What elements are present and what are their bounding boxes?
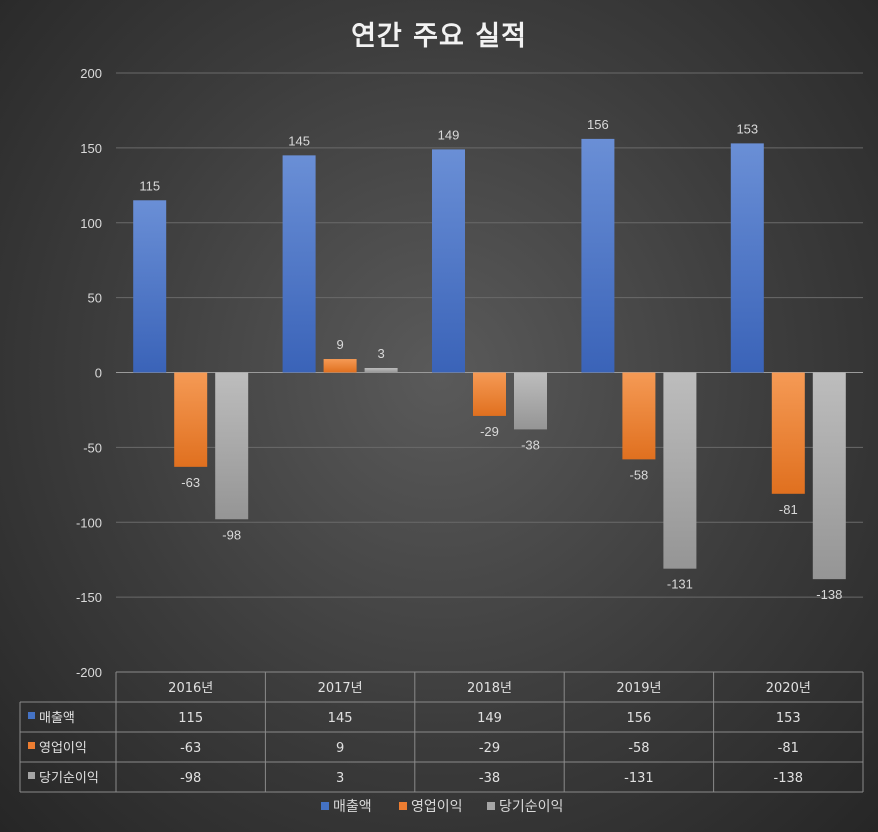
legend-label-0: 매출액 (333, 799, 372, 815)
table-series-name-0: 매출액 (39, 711, 75, 726)
bar-1-2 (473, 372, 506, 416)
y-tick-label-2: 100 (80, 216, 102, 231)
bar-2-0 (215, 372, 249, 520)
bar-0-0 (133, 200, 167, 373)
chart-title: 연간 주요 실적 (351, 21, 527, 52)
bar-1-3 (622, 372, 656, 460)
table-header-4: 2020년 (766, 681, 811, 696)
data-label-1-4: -81 (779, 502, 798, 517)
data-labels: 115 -63 -98 145 9 3 149 -29 -38 156 -58 -131 153 -81 -… (139, 117, 842, 602)
table-header-0: 2016년 (168, 681, 213, 696)
table-cell-0-1: 145 (328, 711, 353, 726)
data-label-1-2: -29 (480, 424, 499, 439)
table-key-1 (28, 742, 35, 749)
gridlines (116, 72, 863, 598)
table-cell-2-1: 3 (336, 771, 344, 786)
table-cell-0-4: 153 (776, 711, 801, 726)
table-key-0 (28, 712, 35, 719)
y-tick-label-8: -200 (76, 665, 102, 680)
y-tick-label-1: 150 (80, 141, 102, 156)
data-label-0-4: 153 (736, 121, 758, 136)
table-series-name-1: 영업이익 (39, 741, 87, 756)
table-cell-0-3: 156 (626, 711, 651, 726)
data-label-2-2: -38 (521, 437, 540, 452)
legend-key-0 (321, 802, 329, 810)
data-label-0-2: 149 (438, 127, 460, 142)
bar-0-3 (581, 138, 615, 373)
y-tick-label-3: 50 (88, 291, 102, 306)
data-label-1-0: -63 (181, 475, 200, 490)
data-label-2-1: 3 (377, 346, 384, 361)
table-header-1: 2017년 (318, 681, 363, 696)
table-cell-0-2: 149 (477, 711, 502, 726)
y-axis: 200 150 100 50 0 -50 -100 -150 -200 (76, 66, 102, 680)
table-cell-1-4: -81 (778, 741, 799, 756)
legend: 매출액 영업이익 당기순이익 (321, 799, 563, 815)
bar-0-2 (432, 149, 465, 373)
bar-2-4 (812, 372, 846, 580)
table-header-3: 2019년 (616, 681, 661, 696)
data-label-1-1: 9 (336, 337, 343, 352)
bar-1-1 (323, 359, 357, 373)
bar-1-0 (174, 372, 208, 467)
table-cell-1-1: 9 (336, 741, 344, 756)
data-label-2-3: -131 (667, 577, 693, 592)
table-cell-2-3: -131 (624, 771, 654, 786)
table-cell-0-0: 115 (178, 711, 203, 726)
y-tick-label-0: 200 (80, 66, 102, 81)
y-tick-label-6: -100 (76, 515, 102, 530)
table-series-name-2: 당기순이익 (39, 771, 99, 786)
table-cell-1-3: -58 (628, 741, 649, 756)
legend-key-1 (399, 802, 407, 810)
data-label-2-0: -98 (222, 527, 241, 542)
legend-label-1: 영업이익 (411, 799, 463, 815)
legend-key-2 (487, 802, 495, 810)
bar-2-1 (364, 368, 398, 373)
table-key-2 (28, 772, 35, 779)
data-label-2-4: -138 (816, 587, 842, 602)
bar-1-4 (771, 372, 805, 494)
y-tick-label-4: 0 (95, 366, 102, 381)
data-label-0-1: 145 (288, 133, 310, 148)
table-cell-2-4: -138 (774, 771, 804, 786)
bar-0-1 (282, 155, 316, 373)
legend-label-2: 당기순이익 (499, 799, 563, 815)
bars (133, 138, 846, 580)
data-label-0-0: 115 (139, 178, 160, 193)
data-label-1-3: -58 (630, 467, 649, 482)
bar-2-2 (514, 372, 547, 430)
data-label-0-3: 156 (587, 117, 609, 132)
table-cell-2-0: -98 (180, 771, 201, 786)
table-header-2: 2018년 (467, 681, 512, 696)
table-cell-2-2: -38 (479, 771, 500, 786)
table-cell-1-2: -29 (479, 741, 500, 756)
bar-2-3 (663, 372, 697, 569)
y-tick-label-5: -50 (83, 440, 102, 455)
y-tick-label-7: -150 (76, 590, 102, 605)
bar-0-4 (730, 143, 764, 373)
table-cell-1-0: -63 (180, 741, 201, 756)
